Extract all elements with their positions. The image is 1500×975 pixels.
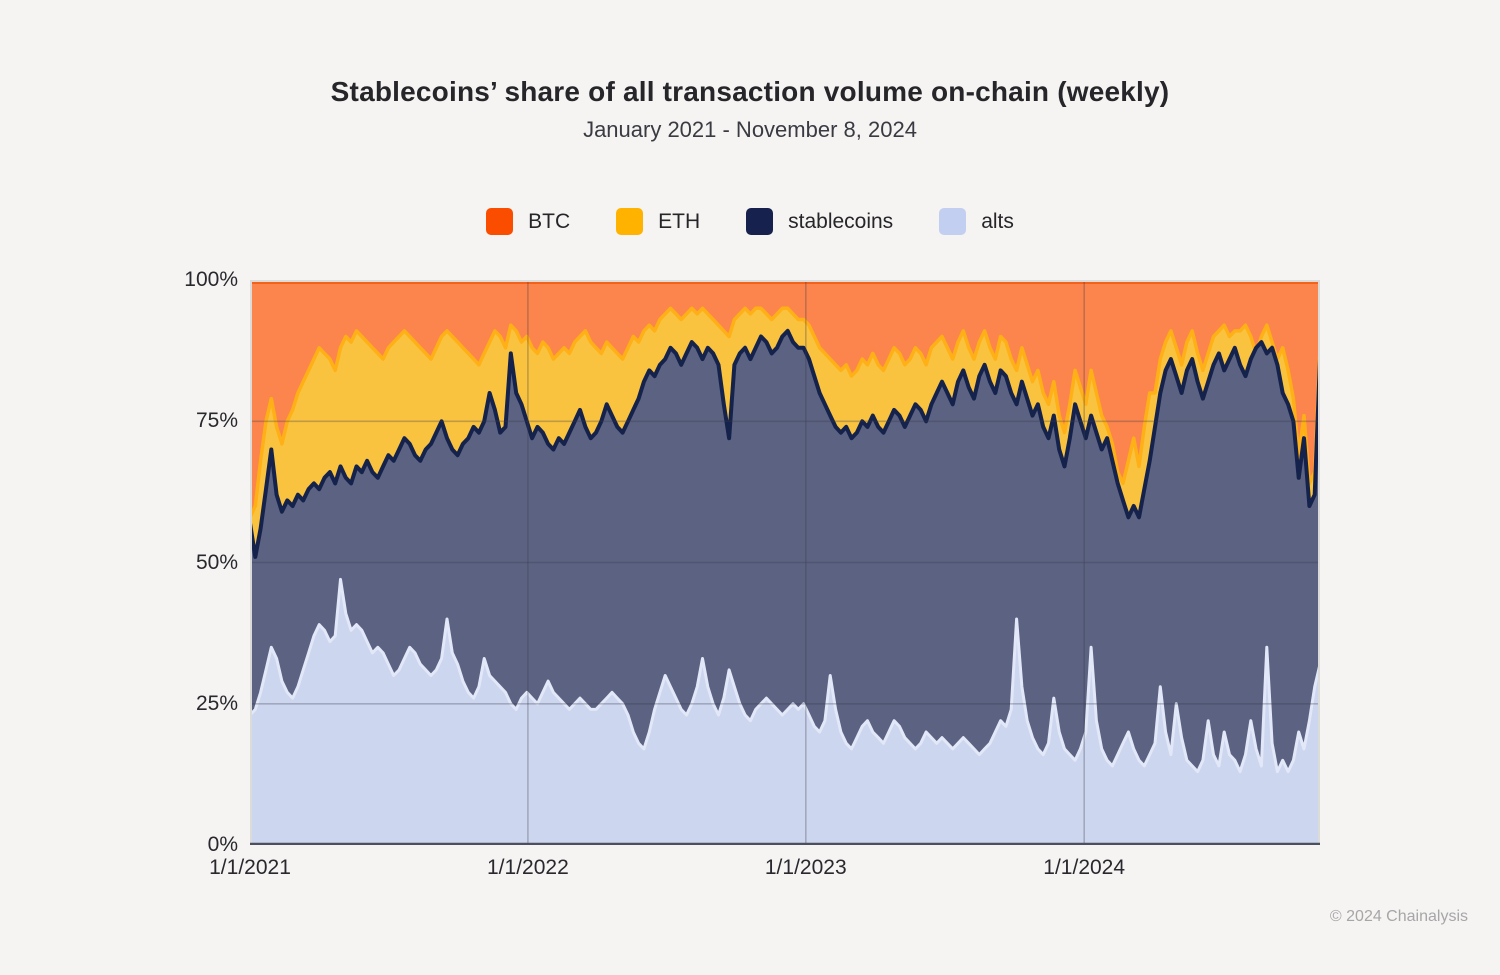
y-tick-label: 75% xyxy=(195,409,238,433)
legend-item-alts: alts xyxy=(939,208,1014,235)
chart-canvas xyxy=(250,280,1320,845)
legend-item-eth: ETH xyxy=(616,208,700,235)
legend-label-eth: ETH xyxy=(658,209,701,233)
legend-label-stablecoins: stablecoins xyxy=(788,209,894,233)
y-tick-label: 0% xyxy=(207,833,238,856)
legend-label-alts: alts xyxy=(981,209,1014,233)
y-tick-label: 100% xyxy=(184,268,238,291)
x-tick-label: 1/1/2021 xyxy=(209,856,291,879)
x-tick-label: 1/1/2023 xyxy=(764,856,847,879)
chart-subtitle: January 2021 - November 8, 2024 xyxy=(583,117,917,142)
x-tick-label: 1/1/2022 xyxy=(487,856,569,879)
alts-swatch-icon xyxy=(939,208,967,235)
legend-item-stablecoins: stablecoins xyxy=(746,208,893,235)
stacked-area-chart xyxy=(250,280,1320,845)
legend-item-btc: BTC xyxy=(486,208,570,235)
eth-swatch-icon xyxy=(616,208,644,235)
copyright-note: © 2024 Chainalysis xyxy=(1329,908,1468,925)
x-tick-label: 1/1/2024 xyxy=(1043,856,1126,879)
legend: BTC ETH stablecoins alts xyxy=(0,208,1500,235)
y-tick-label: 25% xyxy=(195,691,238,715)
stablecoins-swatch-icon xyxy=(746,208,774,235)
btc-swatch-icon xyxy=(486,208,514,235)
y-tick-label: 50% xyxy=(195,550,238,574)
legend-label-btc: BTC xyxy=(528,209,571,233)
chart-title: Stablecoins’ share of all transaction vo… xyxy=(330,76,1170,107)
